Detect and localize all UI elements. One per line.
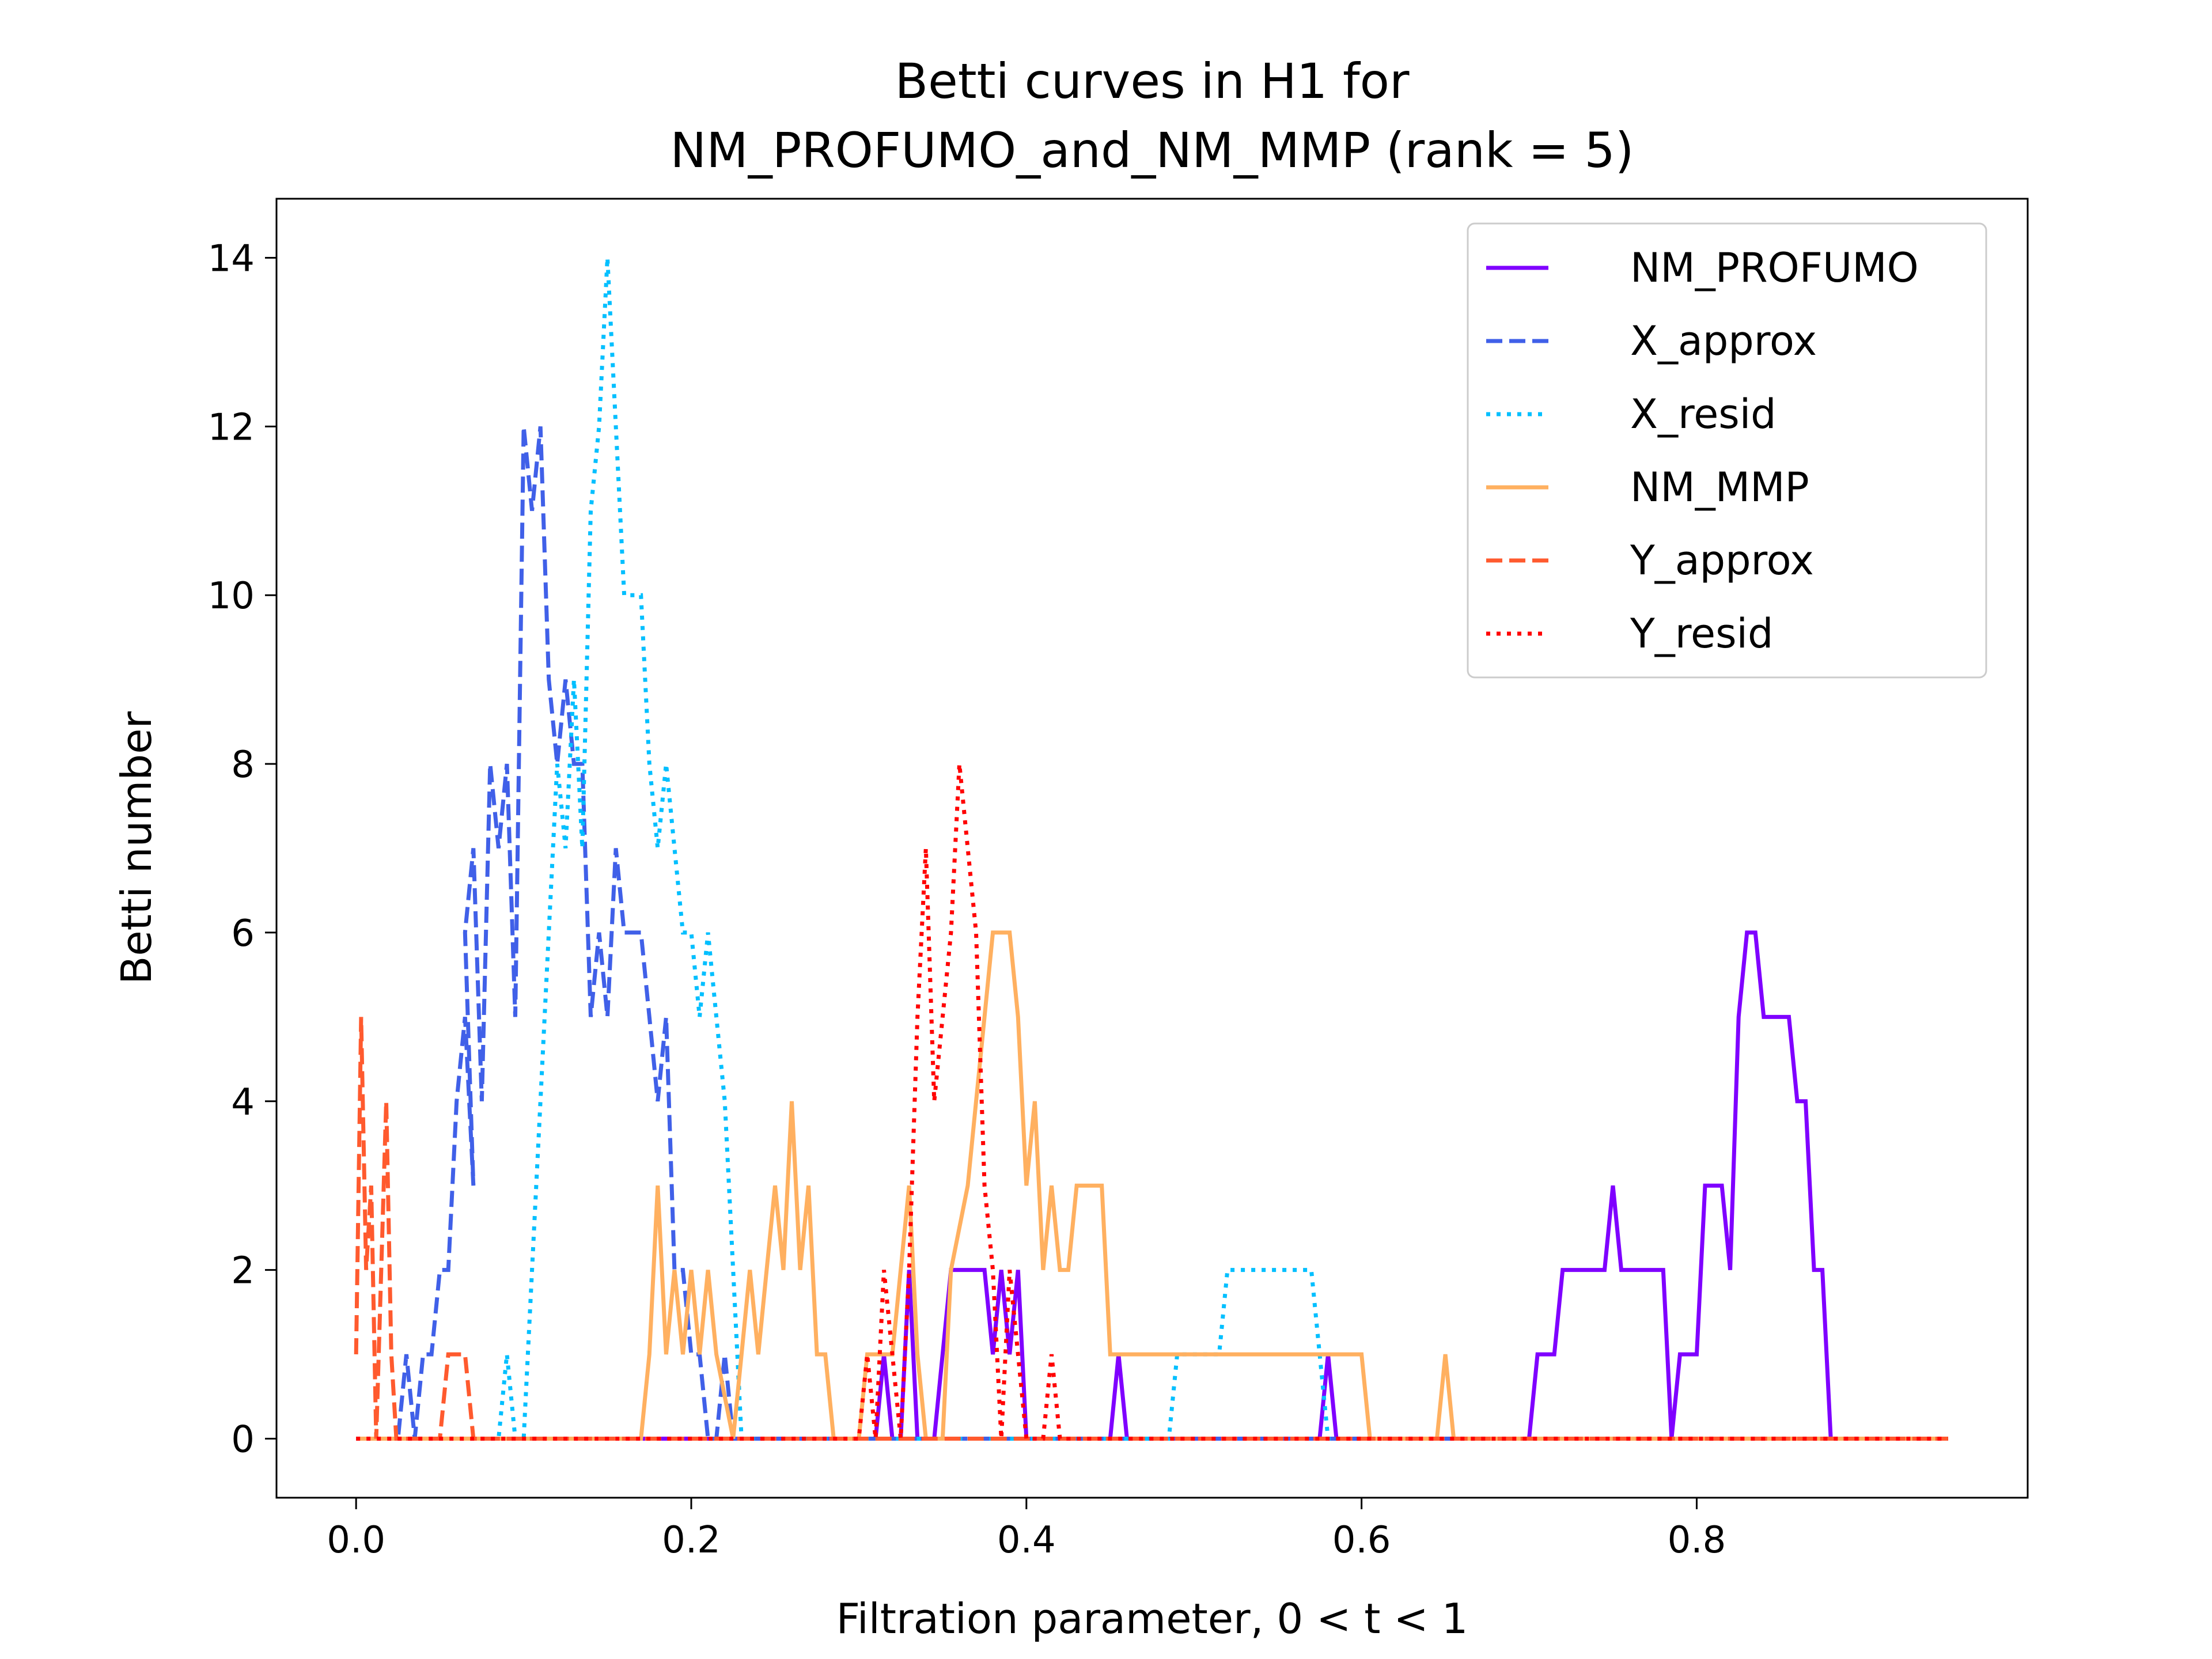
series-line-y-approx bbox=[354, 1017, 1948, 1441]
y-tick-label: 0 bbox=[231, 1419, 255, 1461]
chart-title-line-1: Betti curves in H1 for bbox=[895, 53, 1410, 109]
y-tick-label: 12 bbox=[208, 406, 255, 449]
y-tick-label: 14 bbox=[208, 238, 255, 281]
series-line-nm-mmp bbox=[356, 930, 1948, 1441]
y-axis-label: Betti number bbox=[112, 711, 161, 984]
x-tick-label: 0.0 bbox=[327, 1519, 385, 1562]
legend-label: NM_MMP bbox=[1630, 464, 1809, 511]
legend-label: Y_resid bbox=[1630, 610, 1773, 657]
y-tick-label: 6 bbox=[231, 912, 255, 955]
x-ticks: 0.0 0.2 0.4 0.6 0.8 bbox=[327, 1498, 1726, 1562]
series-lines bbox=[354, 257, 1948, 1441]
y-ticks: 0 2 4 6 8 10 12 14 bbox=[208, 238, 276, 1461]
legend-label: X_resid bbox=[1630, 391, 1777, 438]
y-tick-label: 2 bbox=[231, 1250, 255, 1293]
x-tick-label: 0.6 bbox=[1332, 1519, 1391, 1562]
series-line-x-approx bbox=[356, 426, 1948, 1441]
x-tick-label: 0.4 bbox=[997, 1519, 1056, 1562]
x-tick-label: 0.8 bbox=[1668, 1519, 1726, 1562]
y-tick-label: 10 bbox=[208, 575, 255, 618]
legend-label: NM_PROFUMO bbox=[1630, 244, 1919, 291]
x-tick-label: 0.2 bbox=[662, 1519, 721, 1562]
plot-frame bbox=[275, 198, 2029, 1499]
legend-label: Y_approx bbox=[1630, 537, 1814, 584]
plot-area bbox=[354, 257, 1948, 1441]
chart-title-line-2: NM_PROFUMO_and_NM_MMP (rank = 5) bbox=[670, 122, 1634, 179]
legend-frame bbox=[1467, 222, 1987, 679]
y-tick-label: 8 bbox=[231, 744, 255, 786]
series-line-nm-profumo bbox=[356, 930, 1948, 1441]
legend-label: X_approx bbox=[1630, 317, 1817, 365]
series-line-y-resid bbox=[356, 763, 1948, 1441]
series-line-x-resid bbox=[356, 257, 1948, 1441]
x-axis-label: Filtration parameter, 0 < t < 1 bbox=[836, 1594, 1468, 1643]
legend: NM_PROFUMO X_approx X_resid NM_MMP Y_approx Y… bbox=[1467, 222, 1987, 679]
y-tick-label: 4 bbox=[231, 1081, 255, 1124]
